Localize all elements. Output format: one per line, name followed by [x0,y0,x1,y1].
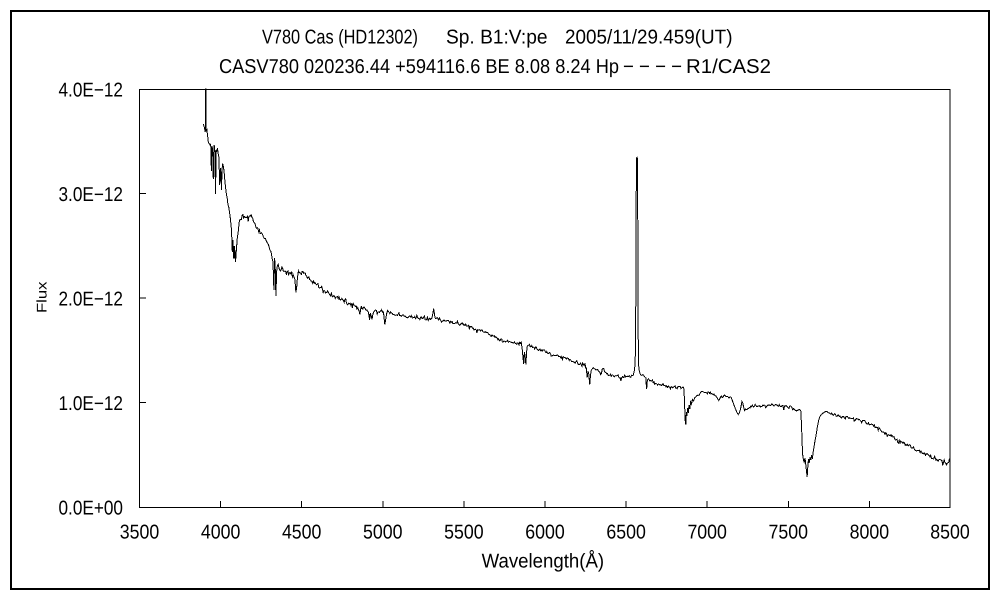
svg-text:− − − −: − − − − [623,56,682,78]
svg-text:4.0E−12: 4.0E−12 [59,79,124,101]
svg-text:0.0E+00: 0.0E+00 [59,497,124,519]
svg-text:V780 Cas (HD12302): V780 Cas (HD12302) [262,27,418,49]
svg-text:Flux: Flux [34,282,50,314]
svg-text:2.0E−12: 2.0E−12 [59,288,124,310]
svg-text:6000: 6000 [525,522,565,544]
svg-text:5500: 5500 [444,522,484,544]
svg-text:R1/CAS2: R1/CAS2 [686,56,771,78]
svg-text:8500: 8500 [930,522,970,544]
svg-text:4500: 4500 [282,522,322,544]
svg-text:2005/11/29.459(UT): 2005/11/29.459(UT) [565,27,733,49]
svg-text:3500: 3500 [120,522,160,544]
svg-text:5000: 5000 [363,522,403,544]
svg-text:CASV780 020236.44 +594116.6 BE: CASV780 020236.44 +594116.6 BE 8.08 8.24… [219,56,619,78]
svg-text:4000: 4000 [201,522,241,544]
svg-text:Wavelength(Å): Wavelength(Å) [482,550,604,573]
svg-text:1.0E−12: 1.0E−12 [59,393,124,415]
svg-text:8000: 8000 [850,522,890,544]
svg-text:7500: 7500 [769,522,809,544]
svg-text:3.0E−12: 3.0E−12 [59,184,124,206]
svg-text:6500: 6500 [606,522,646,544]
svg-text:7000: 7000 [687,522,727,544]
svg-text:Sp. B1:V:pe: Sp. B1:V:pe [446,27,548,49]
